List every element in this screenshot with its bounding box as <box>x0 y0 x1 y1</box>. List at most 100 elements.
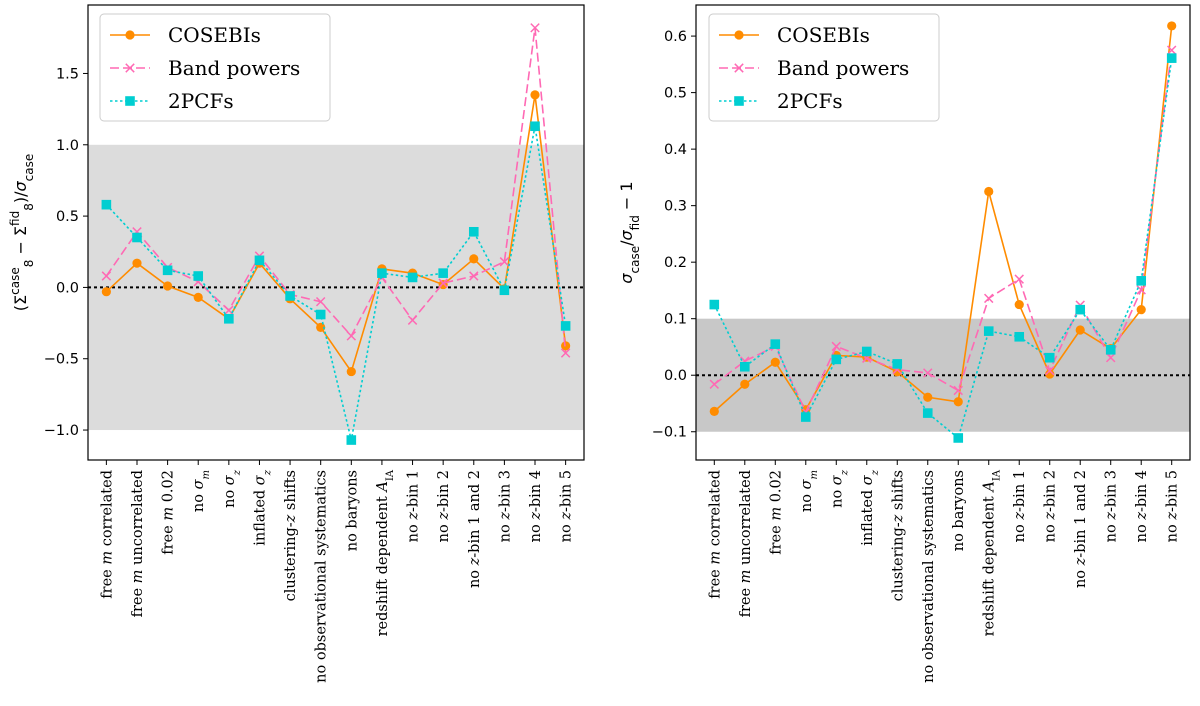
label-segment: z <box>1012 512 1028 521</box>
data-point-circle <box>1167 21 1177 31</box>
label-segment: z <box>467 557 483 566</box>
data-point-circle <box>770 357 780 367</box>
label-segment: -bin 4 <box>1134 470 1150 512</box>
x-category-label: no z-bin 3 <box>1104 470 1120 542</box>
legend-marker-cross <box>734 63 744 73</box>
x-category-label: free m correlated <box>99 470 115 599</box>
label-segment: clustering- <box>283 522 299 601</box>
x-category-label: free m correlated <box>707 470 723 599</box>
legend-label: Band powers <box>168 56 300 80</box>
label-segment: z <box>869 469 880 476</box>
x-category-label: no baryons <box>344 470 360 551</box>
label-segment: case <box>22 154 36 182</box>
data-point-square <box>800 412 811 422</box>
y-tick-label: 0.1 <box>664 312 687 328</box>
data-point-square <box>1044 352 1055 363</box>
label-segment: z <box>497 512 513 521</box>
label-segment: σ <box>191 478 207 489</box>
label-segment: redshift dependent <box>982 492 998 637</box>
label-segment: no <box>467 565 483 588</box>
label-segment: -bin 5 <box>559 470 575 512</box>
label-segment: -bin 3 <box>497 470 513 512</box>
data-point-square <box>739 361 750 372</box>
label-segment: no <box>1012 520 1028 543</box>
data-point-circle <box>1075 325 1085 335</box>
y-tick-label: 0.5 <box>56 209 79 225</box>
y-tick-label: −0.5 <box>44 352 79 368</box>
data-point-circle <box>101 287 111 297</box>
label-segment: -bin 1 and 2 <box>467 470 483 558</box>
y-axis-label: (Σcase8 − Σfid8)/σcase <box>8 154 36 311</box>
data-point-square <box>953 433 964 443</box>
label-segment: no <box>436 520 452 543</box>
label-segment: -bin 3 <box>1104 470 1120 512</box>
x-category-label: no σm <box>799 470 820 512</box>
x-category-label: inflated σz <box>860 469 881 546</box>
data-point-circle <box>163 281 173 291</box>
data-point-cross <box>346 331 357 341</box>
label-segment: A <box>982 481 998 493</box>
data-point-circle <box>953 397 963 407</box>
data-point-cross <box>953 385 963 396</box>
label-segment: z <box>559 512 575 521</box>
data-point-square <box>377 268 387 278</box>
label-segment: inflated <box>252 485 268 546</box>
label-segment: z <box>1165 512 1181 521</box>
data-point-cross <box>984 293 994 304</box>
legend: COSEBIs Band powers 2PCFs <box>99 13 331 122</box>
label-segment: z <box>1043 512 1059 521</box>
data-point-circle <box>132 258 142 268</box>
data-point-circle <box>316 322 326 332</box>
data-point-square <box>315 309 326 320</box>
series-line-2pcfs <box>105 126 567 441</box>
data-point-square <box>983 326 994 336</box>
label-segment: no <box>497 520 513 543</box>
data-point-square <box>770 339 781 349</box>
label-segment: fid <box>8 211 22 226</box>
label-segment: no <box>1043 520 1059 543</box>
x-category-label: no z-bin 3 <box>497 470 513 542</box>
data-point-square <box>831 354 842 365</box>
x-category-label: no z-bin 1 <box>406 470 422 542</box>
x-category-label: redshift dependent AIA <box>375 469 396 636</box>
label-segment: σ <box>222 474 238 485</box>
label-segment: -bin 2 <box>1043 470 1059 512</box>
data-point-circle <box>193 292 203 302</box>
y-axis-label: σcase/σfid − 1 <box>617 181 642 283</box>
label-segment: -bin 2 <box>436 470 452 512</box>
legend-label: Band powers <box>777 56 909 80</box>
x-category-label: free m uncorrelated <box>738 470 754 617</box>
label-segment: free <box>768 521 784 555</box>
label-segment: no <box>1165 520 1181 543</box>
label-segment: z <box>406 512 422 521</box>
label-segment: z <box>890 514 906 523</box>
label-segment: free <box>161 521 177 555</box>
legend-marker-cross <box>125 63 135 73</box>
label-segment: σ <box>252 474 268 485</box>
label-segment: (Σ <box>11 295 30 311</box>
legend-label: 2PCFs <box>777 89 843 113</box>
label-segment: no <box>191 489 207 512</box>
label-segment: no <box>1104 520 1120 543</box>
x-category-label: no z-bin 1 and 2 <box>467 470 483 588</box>
x-category-label: no σz <box>222 469 243 508</box>
series-line-band-powers <box>105 27 567 354</box>
legend-box <box>99 13 331 122</box>
label-segment: z <box>528 512 544 521</box>
data-point-square <box>254 255 265 266</box>
label-segment: no observational systematics <box>314 470 330 683</box>
label-segment: )/ <box>11 191 30 203</box>
x-category-label: no z-bin 4 <box>528 470 544 542</box>
data-point-circle <box>709 406 719 416</box>
label-segment: z <box>1104 512 1120 521</box>
label-segment: m <box>707 551 723 565</box>
data-point-circle <box>923 392 933 402</box>
y-tick-label: 0.0 <box>56 280 79 296</box>
data-point-square <box>560 321 571 331</box>
label-segment: − 1 <box>617 181 636 215</box>
data-point-square <box>709 299 720 310</box>
data-point-square <box>224 313 234 324</box>
y-tick-label: 1.0 <box>56 138 79 154</box>
